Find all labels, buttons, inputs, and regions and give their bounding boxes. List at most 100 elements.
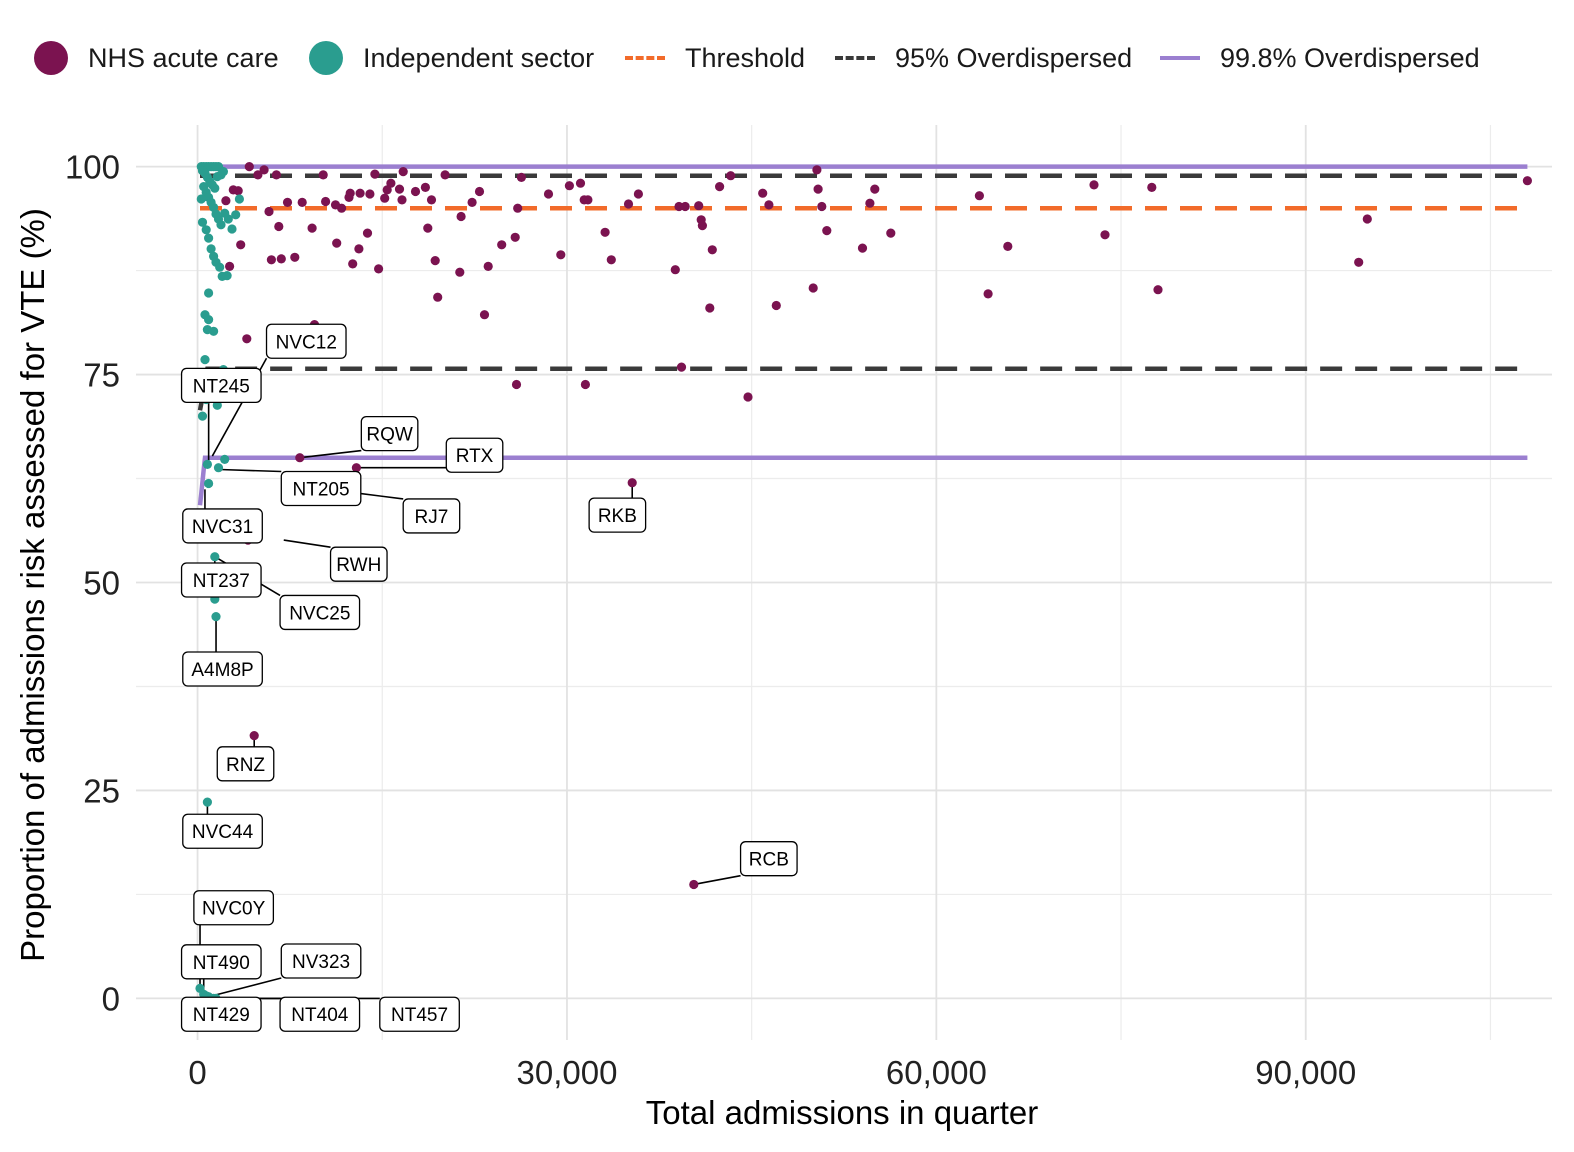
- legend-label-nhs: NHS acute care: [88, 42, 279, 73]
- nhs-acute-care-point: [332, 238, 342, 248]
- legend: NHS acute care Independent sector Thresh…: [0, 30, 1574, 86]
- label-leader-line: [208, 977, 282, 998]
- independent-sector-point: [218, 167, 228, 177]
- point-label: NVC25: [289, 603, 350, 624]
- nhs-acute-care-point: [812, 165, 822, 175]
- y-tick-label: 0: [102, 980, 120, 1017]
- independent-sector-point: [210, 552, 220, 562]
- label-leader-line: [216, 468, 282, 473]
- x-tick-label: 30,000: [516, 1054, 617, 1091]
- nhs-acute-care-point: [771, 300, 781, 311]
- legend-label-independent: Independent sector: [363, 42, 595, 73]
- independent-sector-point: [220, 454, 230, 464]
- nhs-acute-care-point: [707, 245, 717, 255]
- nhs-acute-care-point: [726, 171, 736, 181]
- od95-lower-line: [197, 366, 1528, 411]
- nhs-acute-care-point: [817, 201, 827, 212]
- label-box: [182, 651, 263, 687]
- nhs-acute-care-point: [365, 189, 375, 199]
- point-label: NVC12: [276, 332, 337, 353]
- nhs-acute-care-point: [355, 188, 365, 198]
- point-label: RNZ: [226, 755, 265, 776]
- nhs-acute-care-point: [282, 197, 293, 207]
- nhs-acute-care-point: [1522, 176, 1532, 186]
- y-axis-title: Proportion of admissions risk assessed f…: [14, 208, 51, 962]
- nhs-acute-care-point: [433, 292, 443, 302]
- nhs-acute-care-point: [758, 188, 768, 198]
- nhs-acute-care-point: [249, 731, 259, 741]
- nhs-acute-care-point: [543, 189, 554, 199]
- nhs-acute-care-point: [808, 283, 818, 293]
- nhs-acute-care-point: [483, 261, 493, 271]
- nhs-acute-care-point: [705, 303, 715, 313]
- nhs-acute-care-point: [822, 226, 832, 236]
- y-tick-label: 75: [83, 357, 120, 394]
- nhs-acute-care-point: [865, 198, 875, 208]
- nhs-acute-care-point: [1147, 182, 1157, 192]
- independent-sector-point: [196, 194, 206, 204]
- independent-marker-icon: [309, 41, 343, 75]
- nhs-acute-care-point: [370, 169, 380, 179]
- label-box: [402, 498, 461, 534]
- nhs-acute-care-point: [423, 223, 433, 233]
- nhs-acute-care-point: [253, 170, 263, 180]
- nhs-acute-care-point: [440, 170, 450, 180]
- nhs-acute-care-point: [242, 334, 252, 344]
- nhs-acute-care-point: [274, 221, 284, 232]
- nhs-acute-care-point: [1089, 180, 1099, 190]
- independent-sector-point: [222, 271, 232, 281]
- nhs-acute-care-point: [271, 170, 281, 180]
- independent-sector-point: [200, 355, 210, 365]
- nhs-acute-care-point: [382, 185, 392, 195]
- nhs-acute-care-point: [556, 250, 566, 260]
- label-box: [193, 890, 275, 926]
- independent-sector-point: [211, 612, 221, 622]
- nhs-acute-care-point: [623, 199, 634, 209]
- nhs-acute-care-point: [307, 223, 317, 233]
- nhs-acute-care-point: [344, 192, 354, 202]
- label-box: [279, 594, 361, 631]
- independent-sector-point: [216, 220, 226, 230]
- nhs-acute-care-point: [348, 259, 358, 269]
- independent-sector-point: [215, 262, 225, 272]
- od95-line-icon: [835, 56, 875, 60]
- nhs-acute-care-point: [398, 167, 408, 177]
- nhs-acute-care-point: [813, 184, 823, 194]
- nhs-acute-care-point: [386, 178, 396, 188]
- x-axis-title: Total admissions in quarter: [646, 1094, 1039, 1131]
- independent-sector-point: [204, 288, 214, 298]
- legend-item-od95: 95% Overdispersed: [835, 30, 1132, 86]
- nhs-acute-care-point: [264, 206, 274, 217]
- label-box: [279, 996, 361, 1032]
- nhs-acute-care-point: [696, 215, 706, 225]
- nhs-acute-care-point: [380, 193, 390, 203]
- label-box: [280, 943, 362, 979]
- independent-sector-point: [234, 194, 244, 204]
- nhs-acute-care-point: [633, 189, 644, 199]
- nhs-acute-care-point: [318, 170, 328, 180]
- label-box: [265, 323, 347, 359]
- nhs-acute-care-point: [297, 197, 307, 207]
- nhs-acute-care-point: [479, 310, 490, 320]
- nhs-acute-care-point: [362, 228, 373, 238]
- nhs-acute-care-point: [983, 289, 993, 299]
- point-label: RQW: [366, 425, 413, 446]
- label-box: [280, 470, 362, 507]
- y-tick-label: 25: [83, 772, 120, 809]
- nhs-acute-care-point: [743, 392, 753, 402]
- point-label: NT245: [193, 376, 250, 397]
- nhs-acute-care-point: [1003, 241, 1013, 251]
- legend-item-nhs: NHS acute care: [34, 30, 279, 86]
- nhs-acute-care-point: [244, 162, 254, 172]
- nhs-acute-care-point: [456, 211, 466, 222]
- nhs-acute-care-point: [225, 261, 235, 271]
- label-box: [329, 546, 388, 582]
- nhs-acute-care-point: [580, 379, 591, 390]
- nhs-acute-care-point: [1354, 257, 1364, 267]
- independent-sector-point: [202, 797, 212, 807]
- legend-item-threshold: Threshold: [625, 30, 805, 86]
- nhs-acute-care-point: [1153, 285, 1163, 295]
- label-box: [180, 944, 262, 980]
- nhs-acute-care-point: [870, 184, 880, 194]
